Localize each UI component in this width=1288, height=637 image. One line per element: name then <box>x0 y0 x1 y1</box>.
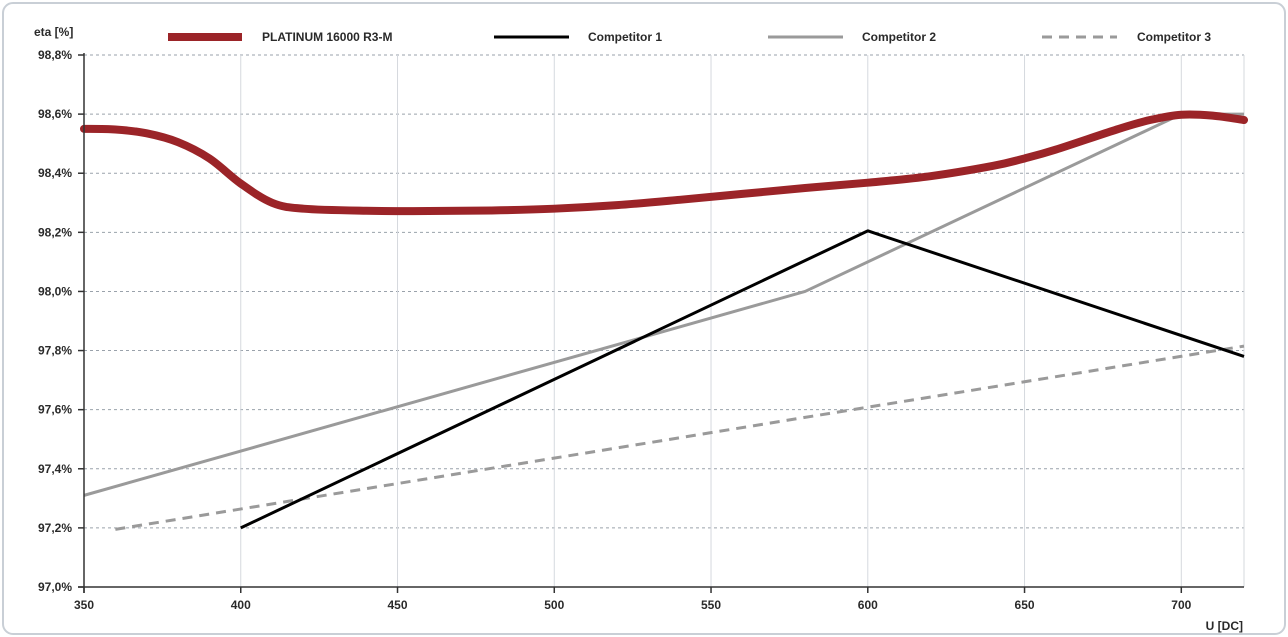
tick-labels: 97,0% 97,2% 97,4% 97,6% 97,8% 98,0% 98,2% 98,4%… <box>38 48 1192 612</box>
y-tick-label: 98,2% <box>38 225 72 239</box>
series-layer <box>80 110 1248 531</box>
x-tick-label: 550 <box>701 598 721 612</box>
x-tick-label: 350 <box>74 598 94 612</box>
x-axis-label: U [DC] <box>1206 619 1243 633</box>
series-competitor-1-line <box>240 229 1245 530</box>
y-tick-label: 97,0% <box>38 580 72 594</box>
series-platinum-line <box>80 110 1248 216</box>
plot-area <box>84 55 1244 587</box>
y-tick-label: 97,8% <box>38 344 72 358</box>
grid <box>84 54 1245 587</box>
legend-competitor-3: Competitor 3 <box>1042 30 1211 44</box>
legend-platinum: PLATINUM 16000 R3-M <box>168 30 392 44</box>
legend-label: Competitor 3 <box>1137 30 1211 44</box>
legend: PLATINUM 16000 R3-M Competitor 1 Competito… <box>168 30 1211 44</box>
axes <box>78 53 1244 593</box>
legend-label: Competitor 1 <box>588 30 662 44</box>
legend-label: PLATINUM 16000 R3-M <box>262 30 392 44</box>
legend-competitor-1: Competitor 1 <box>494 30 662 44</box>
y-tick-label: 98,6% <box>38 107 72 121</box>
y-tick-label: 98,0% <box>38 284 72 298</box>
legend-competitor-2: Competitor 2 <box>768 30 936 44</box>
y-tick-label: 98,8% <box>38 48 72 62</box>
y-tick-label: 98,4% <box>38 166 72 180</box>
y-tick-label: 97,2% <box>38 521 72 535</box>
y-tick-label: 97,4% <box>38 462 72 476</box>
x-tick-label: 400 <box>231 598 251 612</box>
x-tick-label: 600 <box>858 598 878 612</box>
x-tick-label: 650 <box>1015 598 1035 612</box>
x-tick-label: 450 <box>387 598 407 612</box>
y-tick-label: 97,6% <box>38 403 72 417</box>
y-axis-label: eta [%] <box>34 25 73 39</box>
x-tick-label: 500 <box>544 598 564 612</box>
x-tick-label: 700 <box>1171 598 1191 612</box>
legend-label: Competitor 2 <box>862 30 936 44</box>
